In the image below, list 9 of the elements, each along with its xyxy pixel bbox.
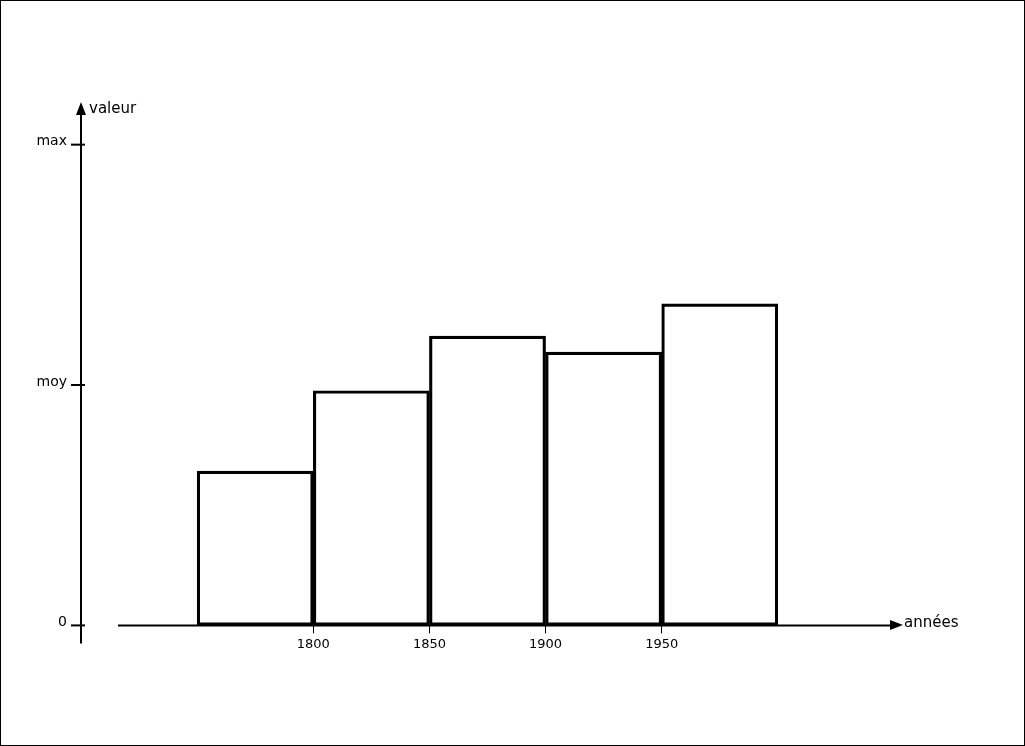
x-tick-label: 1900 [529,635,563,651]
x-tick-label: 1850 [412,635,446,651]
x-tick-label: 1800 [296,635,330,651]
x-axis-title: années [904,613,959,632]
text: 0 [58,613,67,630]
text: valeur [89,98,137,117]
text: moy [36,372,67,389]
text: max [36,132,67,149]
x-tick-label: 1950 [645,635,679,651]
